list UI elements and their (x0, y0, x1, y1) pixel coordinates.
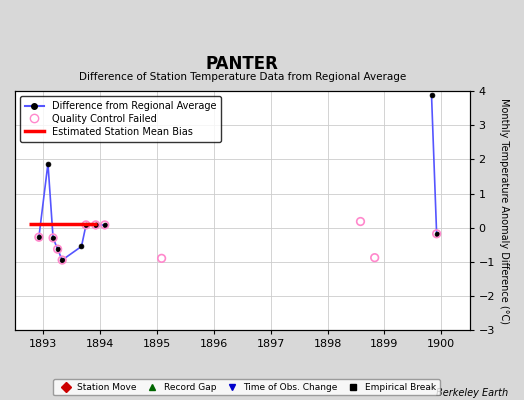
Legend: Difference from Regional Average, Quality Control Failed, Estimated Station Mean: Difference from Regional Average, Qualit… (20, 96, 221, 142)
Text: Difference of Station Temperature Data from Regional Average: Difference of Station Temperature Data f… (79, 72, 406, 82)
Legend: Station Move, Record Gap, Time of Obs. Change, Empirical Break: Station Move, Record Gap, Time of Obs. C… (53, 379, 440, 396)
Point (82, 222, 90, 228)
Point (370, 254, 379, 261)
Point (53, 246, 62, 252)
Text: Berkeley Earth: Berkeley Earth (436, 388, 508, 398)
Point (49, 235, 57, 241)
Point (58, 257, 67, 263)
Point (35, 234, 43, 240)
Title: PANTER: PANTER (206, 55, 279, 73)
Point (432, 230, 441, 237)
Point (356, 218, 365, 225)
Point (157, 255, 166, 262)
Point (92, 222, 100, 228)
Y-axis label: Monthly Temperature Anomaly Difference (°C): Monthly Temperature Anomaly Difference (… (499, 98, 509, 324)
Point (101, 222, 109, 228)
